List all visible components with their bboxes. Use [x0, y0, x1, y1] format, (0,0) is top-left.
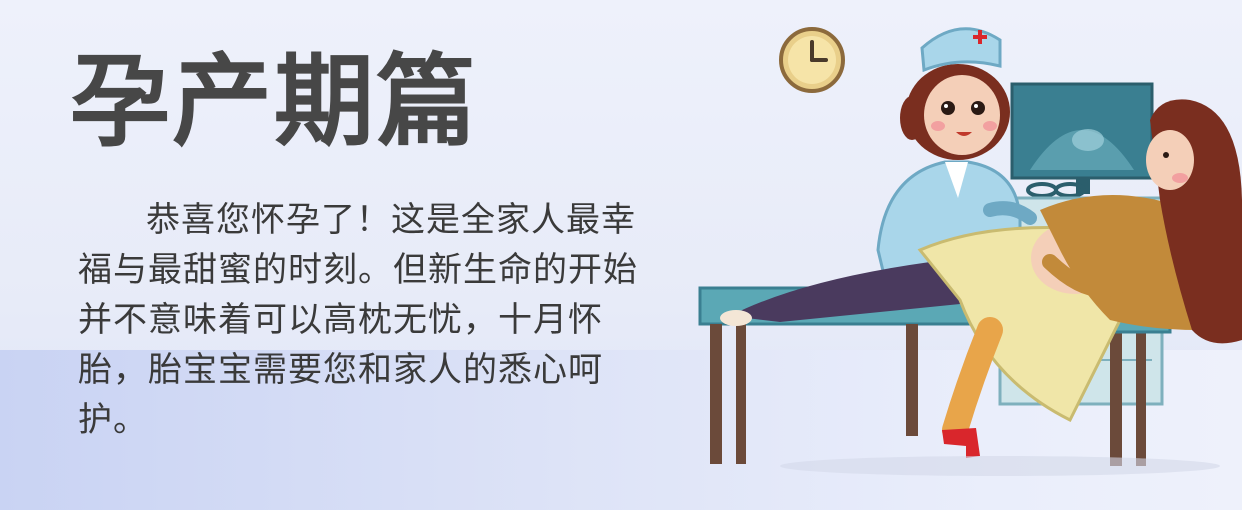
pregnant-woman-figure [720, 99, 1242, 458]
floor-shadow [780, 456, 1220, 476]
ultrasound-monitor [1010, 82, 1154, 198]
illustration-ultrasound-scene [698, 27, 1242, 476]
page-title: 孕产期篇 [70, 43, 478, 160]
wall-clock-icon [779, 27, 845, 93]
intro-paragraph: 恭喜您怀孕了！这是全家人最幸福与最甜蜜的时刻。但新生命的开始并不意味着可以高枕无… [78, 200, 638, 440]
